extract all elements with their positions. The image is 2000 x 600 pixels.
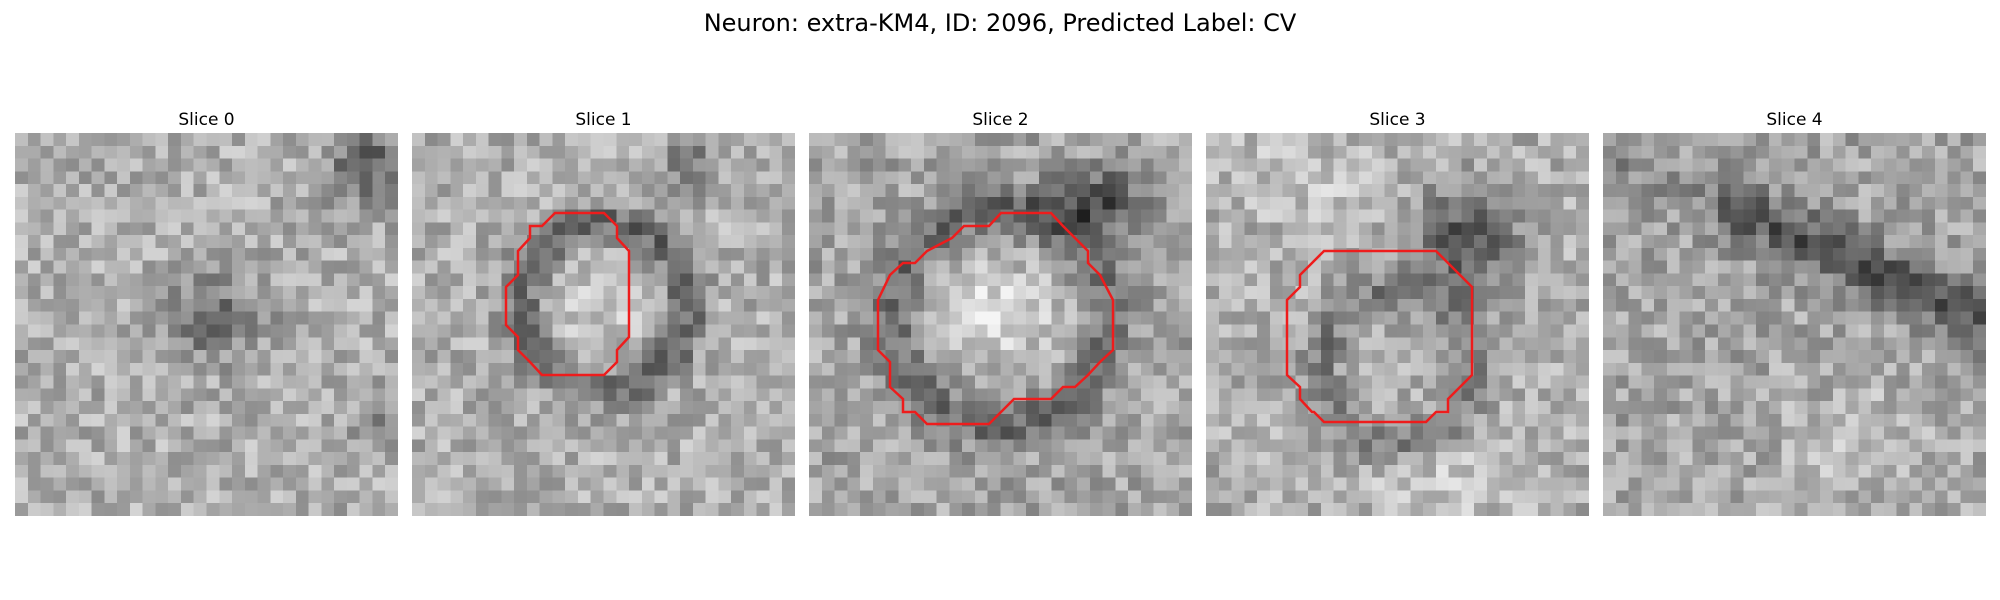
neuron-outline-overlay [504, 211, 631, 377]
neuron-outline [876, 211, 1115, 426]
neuron-outline [1285, 249, 1474, 424]
slice-title: Slice 1 [575, 110, 632, 130]
neuron-outline-overlay [876, 211, 1115, 426]
slice-image [15, 133, 398, 516]
slice-title: Slice 4 [1766, 110, 1823, 130]
slice-image [412, 133, 795, 516]
slice-title: Slice 0 [178, 110, 235, 130]
slice-image [809, 133, 1192, 516]
neuron-outline-overlay [1285, 249, 1474, 424]
figure-title: Neuron: extra-KM4, ID: 2096, Predicted L… [703, 9, 1297, 37]
neuron-outline [504, 211, 631, 377]
slice-title: Slice 2 [972, 110, 1029, 130]
slice-image [1603, 133, 1986, 516]
slice-title: Slice 3 [1369, 110, 1426, 130]
slice-image [1206, 133, 1589, 516]
